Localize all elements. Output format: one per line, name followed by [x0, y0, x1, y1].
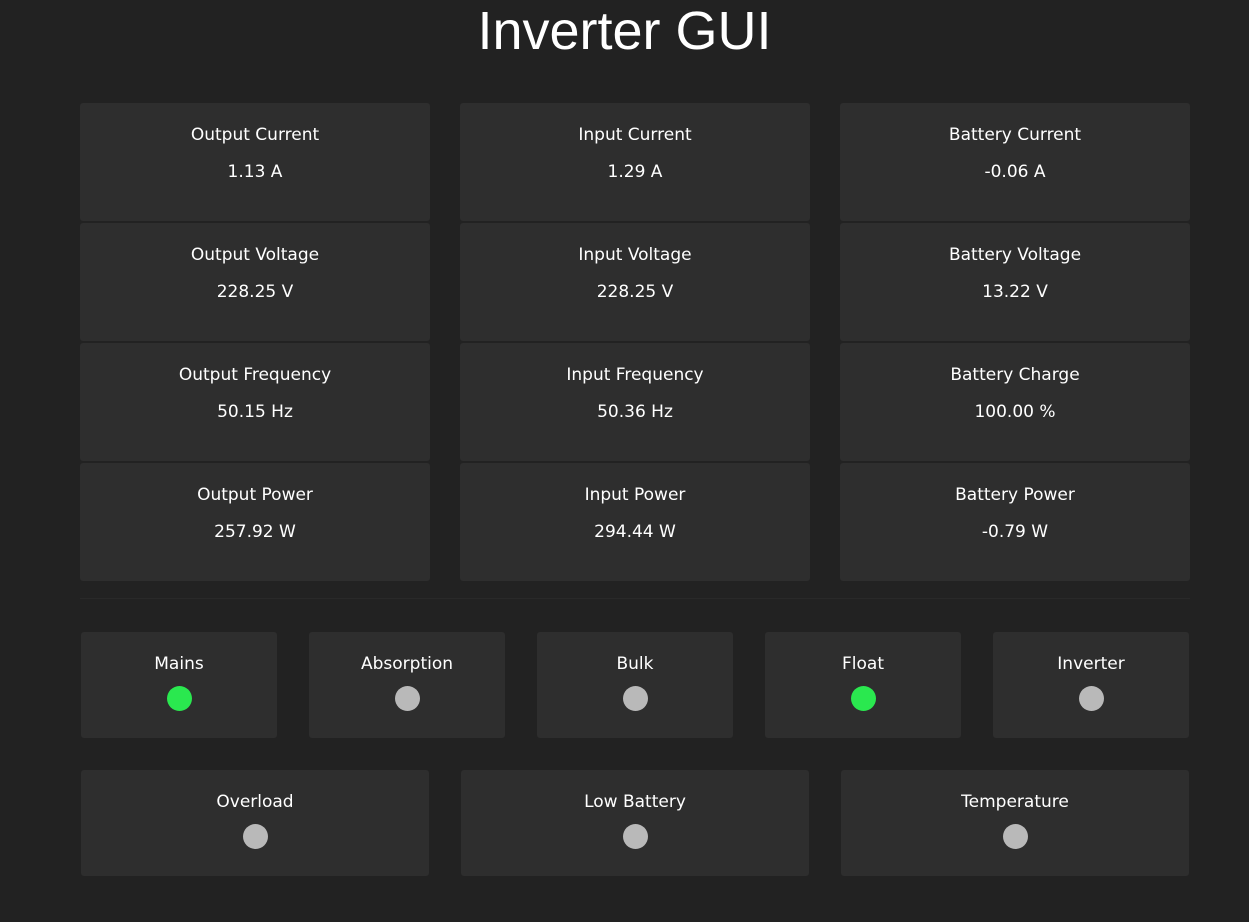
metric-card-battery-charge: Battery Charge 100.00 %	[840, 343, 1190, 461]
metric-value: -0.79 W	[981, 522, 1049, 542]
metric-value: -0.06 A	[984, 162, 1046, 182]
status-label: Temperature	[961, 792, 1069, 812]
metric-value: 100.00 %	[974, 402, 1056, 422]
status-card-temperature: Temperature	[841, 770, 1189, 876]
metric-card-output-current: Output Current 1.13 A	[80, 103, 430, 221]
status-indicator-icon	[1002, 824, 1028, 849]
metric-card-input-frequency: Input Frequency 50.36 Hz	[460, 343, 810, 461]
metrics-grid: Output Current 1.13 A Input Current 1.29 A B…	[80, 103, 1190, 581]
status-indicator-icon	[242, 824, 268, 849]
metric-label: Output Voltage	[190, 245, 320, 265]
metric-card-battery-power: Battery Power -0.79 W	[840, 463, 1190, 581]
metric-value: 13.22 V	[982, 282, 1048, 302]
metric-label: Output Frequency	[178, 365, 332, 385]
divider	[80, 598, 1190, 599]
metric-label: Battery Voltage	[948, 245, 1082, 265]
metric-card-output-frequency: Output Frequency 50.15 Hz	[80, 343, 430, 461]
metric-card-battery-current: Battery Current -0.06 A	[840, 103, 1190, 221]
status-label: Float	[842, 654, 884, 674]
metric-label: Input Power	[584, 485, 686, 505]
status-indicator-icon	[1078, 686, 1104, 711]
status-row-2: Overload Low Battery Temperature	[81, 770, 1189, 876]
status-indicator-icon	[166, 686, 192, 711]
metric-value: 294.44 W	[594, 522, 676, 542]
status-label: Inverter	[1057, 654, 1125, 674]
status-indicator-icon	[622, 824, 648, 849]
metric-label: Input Voltage	[578, 245, 692, 265]
metric-card-output-power: Output Power 257.92 W	[80, 463, 430, 581]
status-label: Overload	[216, 792, 294, 812]
status-card-absorption: Absorption	[309, 632, 505, 738]
metric-card-output-voltage: Output Voltage 228.25 V	[80, 223, 430, 341]
metric-label: Battery Power	[955, 485, 1075, 505]
metric-value: 1.13 A	[227, 162, 283, 182]
metric-label: Output Current	[190, 125, 320, 145]
metric-value: 50.15 Hz	[217, 402, 293, 422]
metric-label: Battery Current	[948, 125, 1082, 145]
status-card-bulk: Bulk	[537, 632, 733, 738]
status-indicator-icon	[850, 686, 876, 711]
status-label: Bulk	[616, 654, 654, 674]
status-label: Mains	[154, 654, 204, 674]
status-row-1: Mains Absorption Bulk Float Inverter	[81, 632, 1189, 738]
metric-label: Input Current	[578, 125, 692, 145]
metric-label: Input Frequency	[566, 365, 704, 385]
metric-card-input-current: Input Current 1.29 A	[460, 103, 810, 221]
metric-value: 1.29 A	[607, 162, 663, 182]
status-card-overload: Overload	[81, 770, 429, 876]
metric-value: 228.25 V	[216, 282, 294, 302]
metric-value: 228.25 V	[596, 282, 674, 302]
status-card-float: Float	[765, 632, 961, 738]
status-card-low-battery: Low Battery	[461, 770, 809, 876]
status-indicator-icon	[394, 686, 420, 711]
status-card-mains: Mains	[81, 632, 277, 738]
metric-label: Battery Charge	[950, 365, 1080, 385]
metric-card-input-power: Input Power 294.44 W	[460, 463, 810, 581]
status-label: Absorption	[360, 654, 454, 674]
metric-card-input-voltage: Input Voltage 228.25 V	[460, 223, 810, 341]
metric-value: 50.36 Hz	[597, 402, 673, 422]
page-title: Inverter GUI	[477, 1, 772, 61]
metric-card-battery-voltage: Battery Voltage 13.22 V	[840, 223, 1190, 341]
status-indicator-icon	[622, 686, 648, 711]
metric-label: Output Power	[197, 485, 313, 505]
status-label: Low Battery	[584, 792, 686, 812]
metric-value: 257.92 W	[214, 522, 296, 542]
status-card-inverter: Inverter	[993, 632, 1189, 738]
